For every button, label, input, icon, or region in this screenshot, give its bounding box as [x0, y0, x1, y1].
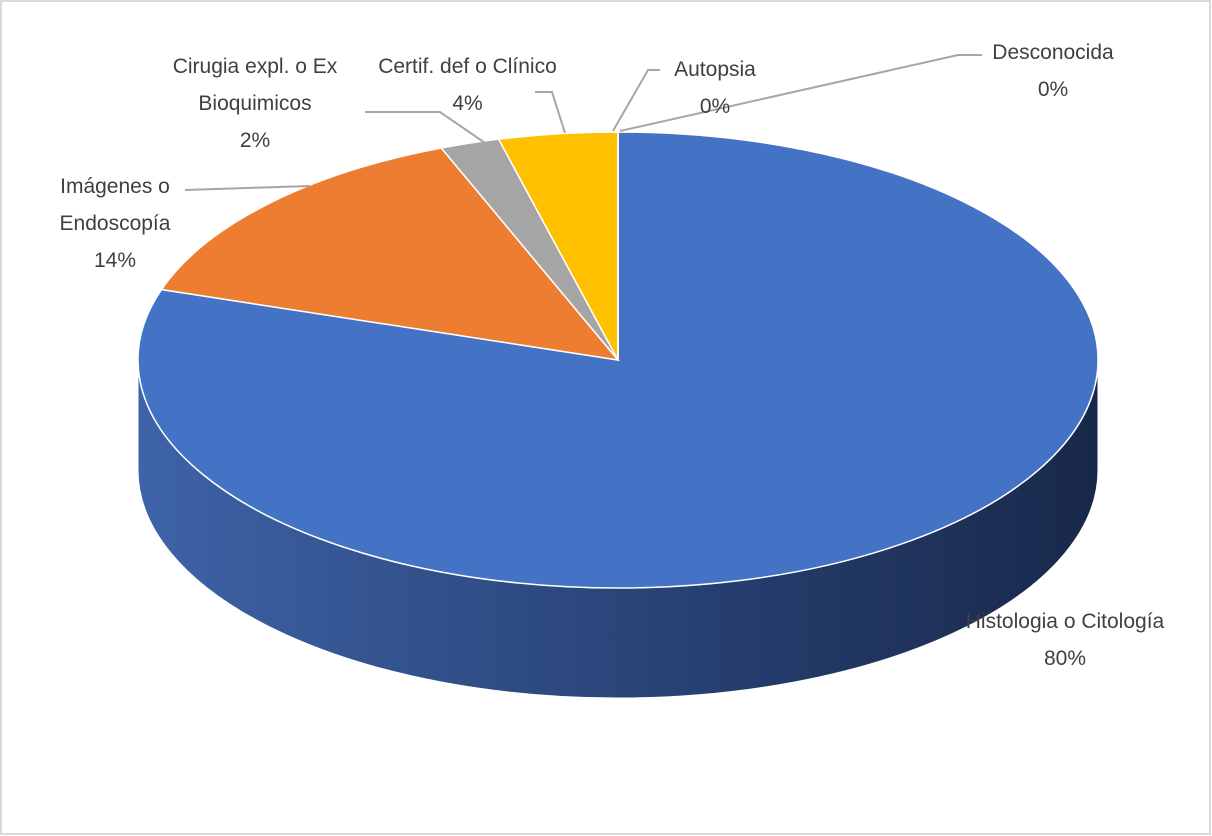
value-label: 4% — [452, 92, 483, 115]
data-label: Cirugia expl. o Ex Bioquimicos 2% — [150, 48, 360, 159]
value-label: 80% — [1043, 647, 1087, 670]
data-label: Certif. def o Clínico 4% — [375, 48, 560, 122]
leader-line — [535, 91, 566, 134]
value-label: 2% — [239, 129, 271, 152]
data-label: Autopsia 0% — [650, 51, 780, 125]
data-label: Imágenes o Endoscopía 14% — [15, 168, 215, 279]
leader-line — [612, 69, 660, 132]
category-label: Imágenes o Endoscopía — [59, 175, 171, 235]
leader-line — [365, 111, 489, 146]
value-label: 0% — [699, 95, 731, 118]
value-label: 0% — [1037, 78, 1069, 101]
category-label: Cirugia expl. o Ex Bioquimicos — [172, 55, 338, 115]
leader-line — [619, 54, 982, 132]
category-label: Histologia o Citología — [965, 610, 1165, 633]
category-label: Desconocida — [992, 41, 1114, 64]
leader-line — [184, 185, 311, 191]
value-label: 14% — [93, 249, 137, 272]
data-label: Histologia o Citología 80% — [965, 603, 1165, 677]
data-label: Desconocida 0% — [968, 34, 1138, 108]
category-label: Autopsia — [674, 58, 756, 81]
slice — [160, 147, 620, 362]
category-label: Certif. def o Clínico — [378, 55, 557, 78]
